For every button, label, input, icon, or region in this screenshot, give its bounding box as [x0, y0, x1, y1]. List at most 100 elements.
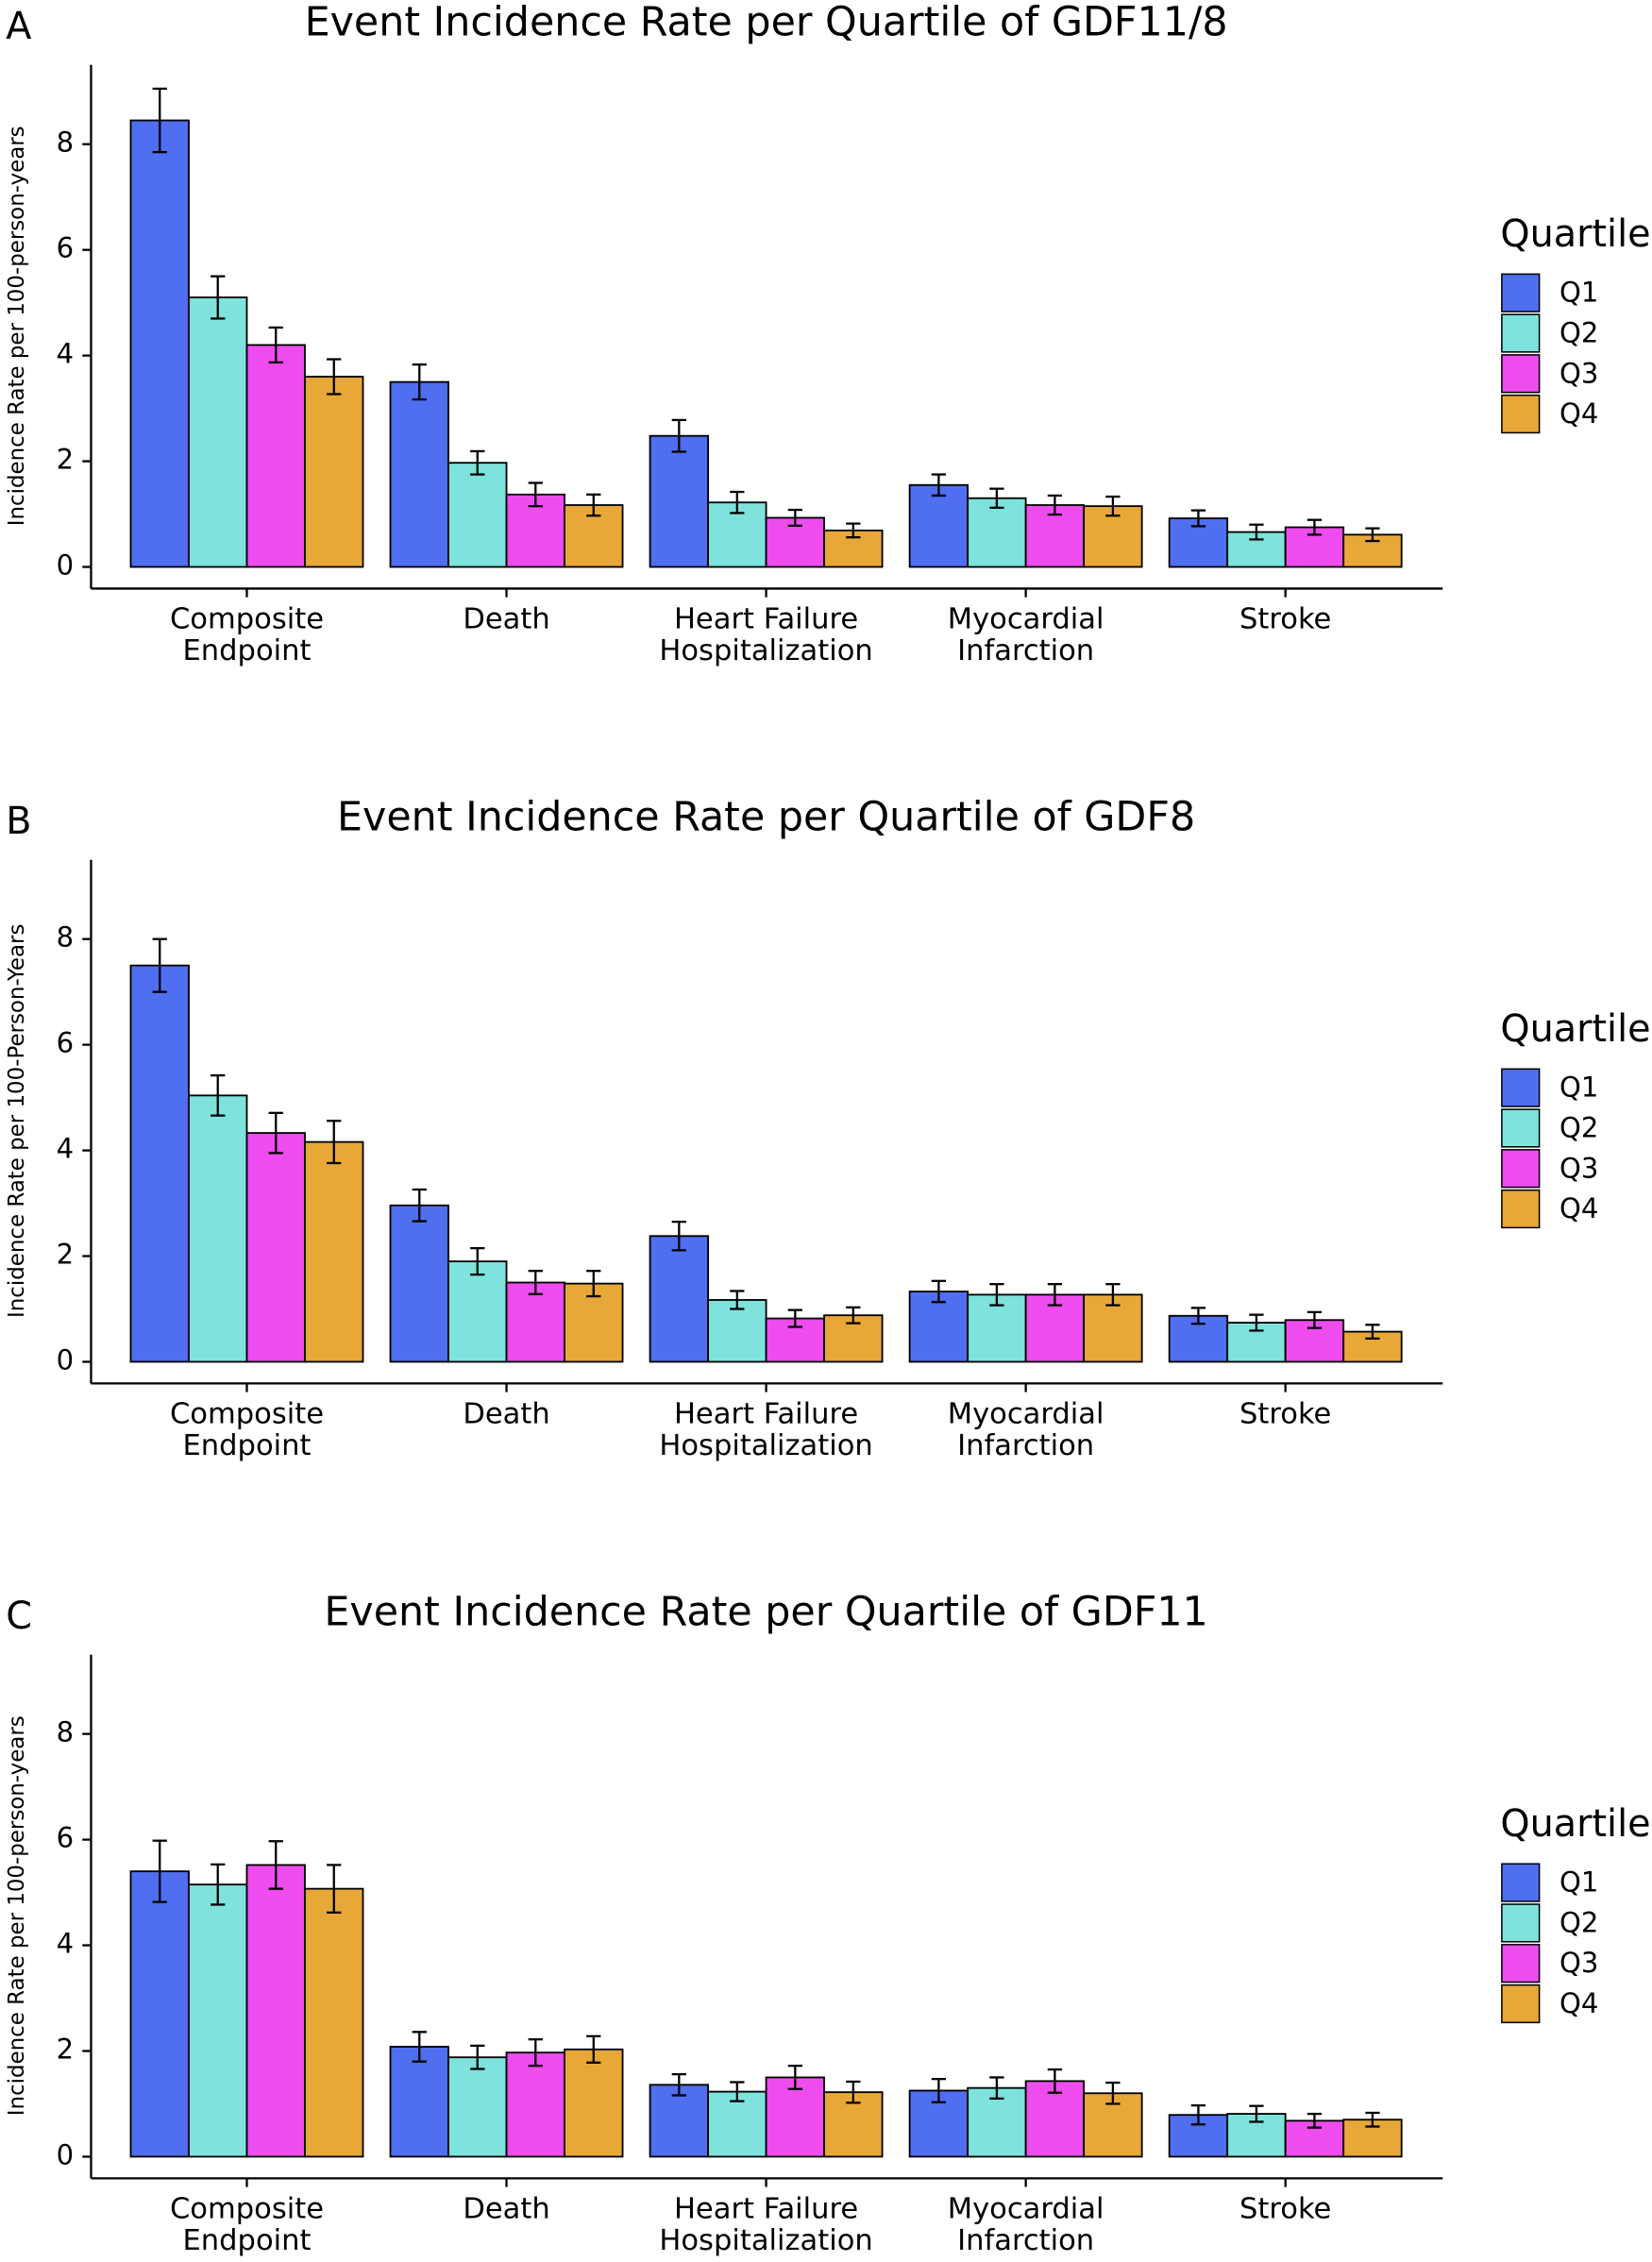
- legend-title: Quartile: [1500, 212, 1650, 256]
- panel-letter: B: [6, 800, 31, 843]
- error-bar: [412, 1188, 427, 1223]
- x-tick-label: Myocardial: [948, 1398, 1104, 1431]
- error-bar: [470, 449, 485, 476]
- legend-label: Q2: [1559, 1111, 1598, 1143]
- error-bar: [1190, 2103, 1206, 2126]
- error-bar: [1190, 1307, 1206, 1325]
- legend-swatch: [1501, 1863, 1541, 1902]
- error-bar: [586, 2034, 601, 2064]
- bar: [447, 2056, 508, 2158]
- panel-letter: C: [6, 1595, 32, 1638]
- bar: [188, 1094, 248, 1363]
- error-bar: [412, 2031, 427, 2063]
- y-tick-label: 2: [57, 2033, 74, 2065]
- x-tick-label: Infarction: [957, 1429, 1094, 1462]
- error-bar: [152, 937, 167, 993]
- y-tick-label: 4: [57, 338, 74, 370]
- y-tick-label: 6: [57, 1027, 74, 1059]
- x-tick-label: Stroke: [1239, 2192, 1331, 2225]
- y-axis-label: Incidence Rate per 100-person-years: [5, 126, 29, 526]
- x-tick-label: Heart Failure: [674, 603, 858, 636]
- error-bar: [1365, 1324, 1380, 1340]
- x-tick-label: Endpoint: [182, 634, 311, 667]
- y-tick-label: 2: [57, 1239, 74, 1271]
- error-bar: [989, 487, 1004, 509]
- error-bar: [846, 1306, 861, 1325]
- legend-swatch: [1501, 354, 1541, 394]
- y-tick-label: 8: [57, 921, 74, 954]
- chart-title: Event Incidence Rate per Quartile of GDF…: [337, 793, 1195, 840]
- bar: [707, 2090, 767, 2158]
- bar: [1083, 505, 1143, 568]
- x-tick-label: Hospitalization: [659, 634, 872, 667]
- legend-label: Q2: [1559, 317, 1598, 349]
- error-bar: [787, 2065, 802, 2090]
- legend-label: Q4: [1559, 1987, 1598, 2019]
- x-tick-label: Myocardial: [948, 2192, 1104, 2225]
- x-tick-label: Composite: [170, 1398, 324, 1431]
- bar: [129, 119, 190, 568]
- error-bar: [1105, 1283, 1121, 1307]
- y-tick-label: 8: [57, 1716, 74, 1748]
- bar: [389, 1204, 449, 1363]
- error-bar: [211, 1863, 226, 1906]
- bar: [304, 376, 364, 568]
- legend-label: Q3: [1559, 1947, 1598, 1979]
- error-bar: [586, 1270, 601, 1298]
- error-bar: [671, 1220, 686, 1252]
- error-bar: [1249, 1313, 1264, 1332]
- error-bar: [1105, 495, 1121, 517]
- legend-swatch: [1501, 1983, 1541, 2024]
- error-bar: [931, 1279, 947, 1304]
- y-tick-label: 6: [57, 232, 74, 264]
- error-bar: [470, 1246, 485, 1276]
- bar: [447, 1260, 508, 1363]
- bar: [707, 1299, 767, 1363]
- error-bar: [211, 275, 226, 320]
- bar: [129, 964, 190, 1363]
- legend-swatch: [1501, 1903, 1541, 1943]
- panel-letter: A: [6, 5, 31, 48]
- error-bar: [327, 1120, 342, 1165]
- legend-swatch: [1501, 394, 1541, 434]
- error-bar: [787, 1308, 802, 1328]
- error-bar: [1190, 509, 1206, 528]
- bar: [447, 462, 508, 568]
- x-tick-label: Stroke: [1239, 603, 1331, 636]
- error-bar: [152, 87, 167, 154]
- bar: [188, 1883, 248, 2158]
- bar: [505, 2051, 565, 2158]
- error-bar: [470, 2044, 485, 2070]
- y-tick-label: 0: [57, 1343, 74, 1376]
- bar: [765, 2076, 826, 2158]
- legend-label: Q2: [1559, 1906, 1598, 1938]
- error-bar: [1306, 1310, 1323, 1329]
- bar: [389, 380, 449, 568]
- legend-label: Q3: [1559, 1152, 1598, 1184]
- error-bar: [989, 2076, 1004, 2101]
- bar: [129, 1870, 190, 2158]
- legend-label: Q4: [1559, 1192, 1598, 1224]
- x-tick-label: Composite: [170, 2192, 324, 2225]
- error-bar: [1306, 2112, 1323, 2129]
- error-bar: [671, 418, 686, 453]
- error-bar: [211, 1073, 226, 1117]
- panel: B Event Incidence Rate per Quartile of GD…: [5, 793, 1651, 1462]
- error-bar: [528, 481, 543, 508]
- error-bar: [730, 1290, 745, 1310]
- error-bar: [730, 490, 745, 515]
- x-tick-label: Endpoint: [182, 1429, 311, 1462]
- panel: A Event Incidence Rate per Quartile of GD…: [5, 0, 1651, 667]
- legend-label: Q4: [1559, 397, 1598, 430]
- error-bar: [528, 1270, 543, 1295]
- bar: [304, 1887, 364, 2158]
- error-bar: [989, 1283, 1004, 1307]
- chart-title: Event Incidence Rate per Quartile of GDF…: [324, 1588, 1207, 1635]
- x-tick-label: Infarction: [957, 2224, 1094, 2257]
- x-tick-label: Death: [463, 1398, 549, 1431]
- error-bar: [1047, 1283, 1063, 1307]
- legend-swatch: [1501, 1068, 1541, 1107]
- x-tick-label: Composite: [170, 603, 324, 636]
- error-bar: [268, 1111, 283, 1155]
